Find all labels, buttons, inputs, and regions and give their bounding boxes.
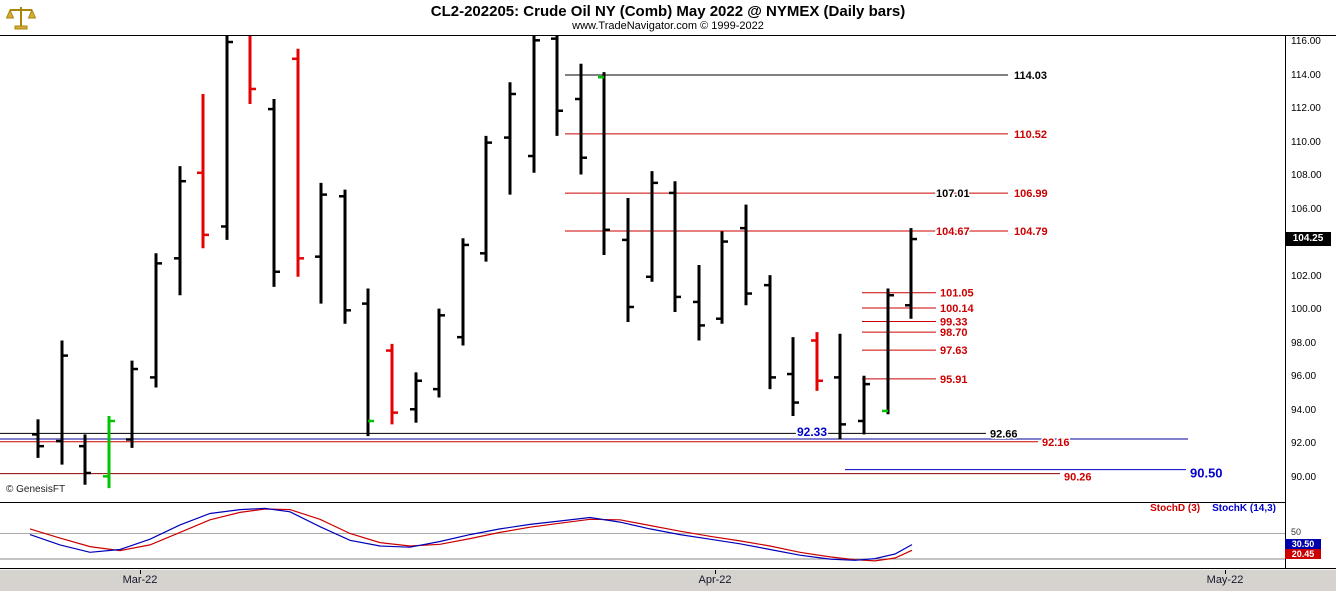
level-label: 107.01	[936, 188, 970, 200]
level-label: 92.33	[797, 425, 827, 439]
stoch-axis-label-50: 50	[1291, 527, 1302, 537]
price-axis-label: 114.00	[1291, 69, 1321, 81]
price-axis-label: 116.00	[1291, 36, 1321, 47]
ohlc-bar	[834, 333, 846, 440]
price-axis-label: 98.00	[1291, 337, 1317, 349]
time-axis-tick	[140, 570, 141, 574]
price-axis-label: 90.00	[1291, 472, 1317, 484]
ohlc-bar	[480, 135, 492, 262]
ohlc-bar	[622, 197, 634, 323]
price-axis-label: 92.00	[1291, 438, 1317, 450]
time-axis-tick	[715, 570, 716, 574]
time-axis-label: Apr-22	[698, 574, 732, 586]
level-label: 92.16	[1042, 437, 1070, 449]
ohlc-bar	[315, 182, 327, 304]
ohlc-bar	[787, 337, 799, 416]
ohlc-bar	[811, 332, 823, 391]
ohlc-bar	[433, 308, 445, 398]
ohlc-bar	[339, 189, 351, 324]
ohlc-bar	[598, 72, 610, 255]
stochk-label: StochK (14,3)	[1212, 503, 1276, 514]
ohlc-bar	[268, 99, 280, 287]
level-label: 98.70	[940, 327, 968, 339]
stochastic-panel-canvas[interactable]	[0, 502, 1285, 568]
ohlc-bar	[575, 63, 587, 175]
last-price-badge: 104.25	[1285, 232, 1331, 246]
ohlc-bar	[669, 181, 681, 312]
level-label: 104.79	[1014, 226, 1048, 238]
ohlc-bar	[740, 204, 752, 306]
ohlc-bar	[716, 231, 728, 324]
stochd-line	[29, 508, 913, 562]
genesis-scales-icon	[5, 4, 37, 32]
level-label: 95.91	[940, 374, 968, 386]
axis-separator	[1285, 35, 1286, 568]
level-label: 110.52	[1014, 129, 1047, 141]
ohlc-bar	[174, 166, 186, 296]
ohlc-bar	[386, 343, 398, 425]
ohlc-bar	[764, 275, 776, 390]
price-axis-label: 108.00	[1291, 170, 1322, 182]
level-label: 114.03	[1014, 70, 1047, 82]
price-chart-canvas[interactable]: 114.03 110.52 107.01 106.99 104.67 104.79 101.…	[0, 36, 1285, 502]
ohlc-bar	[504, 82, 516, 195]
stochk-value-badge: 30.50	[1285, 539, 1321, 549]
ohlc-bar	[457, 238, 469, 346]
ohlc-bar	[551, 36, 563, 136]
level-label: 101.05	[940, 288, 974, 300]
level-label: 99.33	[940, 317, 968, 329]
ohlc-bar	[362, 288, 374, 437]
ohlc-bar	[646, 171, 658, 282]
ohlc-bar	[56, 340, 68, 465]
ohlc-bar	[858, 375, 870, 435]
stochastic-legend: StochD (3) StochK (14,3)	[0, 503, 1276, 514]
ohlc-bar	[292, 48, 304, 277]
stochk-line	[29, 507, 913, 561]
level-label: 104.67	[936, 226, 970, 238]
price-axis-label: 110.00	[1291, 136, 1321, 148]
price-axis-label: 94.00	[1291, 404, 1317, 416]
level-label: 90.50	[1190, 466, 1223, 481]
time-axis[interactable]: Mar-22 Apr-22 May-22	[0, 569, 1336, 591]
price-axis-label: 96.00	[1291, 371, 1317, 383]
price-axis-label: 102.00	[1291, 270, 1322, 282]
ohlc-bar	[410, 372, 422, 423]
ohlc-bar	[126, 360, 138, 448]
ohlc-bar	[150, 253, 162, 388]
ohlc-bar	[905, 228, 917, 319]
level-label: 97.63	[940, 345, 968, 357]
ohlc-bar	[528, 36, 540, 173]
chart-title: CL2-202205: Crude Oil NY (Comb) May 2022…	[430, 3, 906, 20]
price-axis-label: 100.00	[1291, 304, 1322, 316]
ohlc-bar	[103, 415, 115, 489]
level-label: 90.26	[1064, 472, 1092, 484]
ohlc-bar	[221, 36, 233, 240]
price-axis-label: 106.00	[1291, 203, 1322, 215]
ohlc-bar	[882, 288, 894, 415]
time-axis-label: Mar-22	[122, 574, 158, 586]
stochd-value-badge: 20.45	[1285, 549, 1321, 559]
ohlc-bar	[693, 265, 705, 341]
ohlc-bar	[248, 36, 256, 105]
ohlc-bar	[197, 93, 209, 249]
header-divider	[0, 35, 1336, 36]
panel-bottom-border	[0, 568, 1336, 569]
level-label: 106.99	[1014, 188, 1048, 200]
price-axis-label: 112.00	[1291, 103, 1321, 115]
time-axis-tick	[1225, 570, 1226, 574]
price-axis[interactable]: 116.00 114.00 112.00 110.00 108.00 106.00 104.…	[1286, 36, 1336, 502]
time-axis-label: May-22	[1206, 574, 1244, 586]
level-label: 92.66	[990, 428, 1018, 440]
stochd-label: StochD (3)	[1150, 503, 1201, 514]
ohlc-bar	[79, 434, 91, 485]
ohlc-bar	[32, 419, 44, 458]
level-label: 100.14	[940, 303, 975, 315]
copyright-label: © GenesisFT	[6, 484, 66, 495]
chart-subtitle: www.TradeNavigator.com © 1999-2022	[572, 20, 764, 32]
